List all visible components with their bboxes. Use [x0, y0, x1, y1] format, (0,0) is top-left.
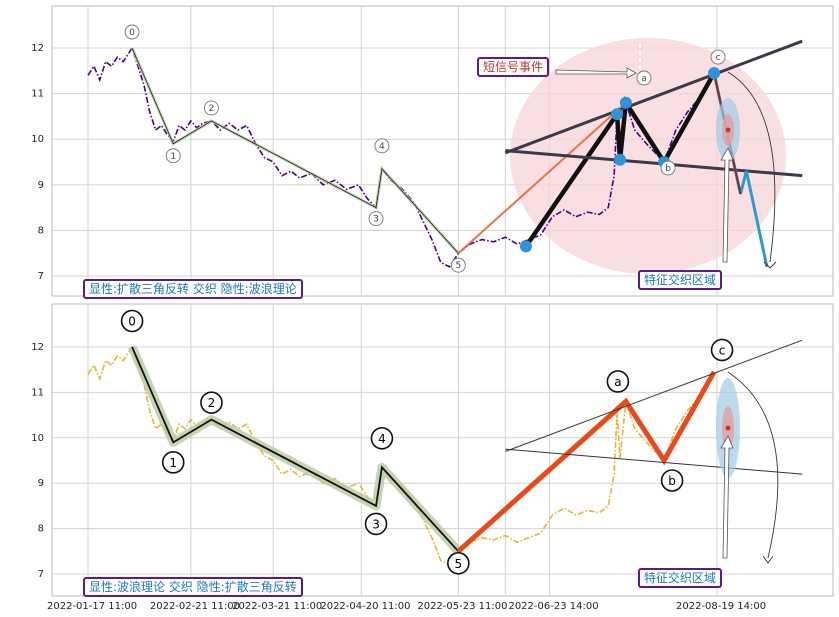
bottom-wave-label-circle	[161, 451, 185, 474]
bottom-wave-label: c	[719, 343, 726, 357]
bottom-wave-label-circle	[200, 391, 223, 414]
bottom-left-annotation-box: 显性:波浪理论 交织 隐性:扩散三角反转	[83, 577, 303, 597]
top-blue-marker	[611, 108, 624, 121]
top-signal-arrow	[555, 67, 637, 79]
bottom-wave-label: b	[668, 474, 676, 488]
top-up-arrow	[720, 147, 734, 263]
xtick-label: 2022-02-21 11:00	[150, 601, 240, 612]
bottom-wave-label-circle	[606, 370, 630, 393]
bottom-triangle-lower-line	[505, 448, 803, 475]
top-wave-label: 5	[455, 261, 461, 271]
bottom-price-series-line	[87, 345, 715, 566]
bottom-wave-label: 3	[372, 517, 380, 531]
top-wave-label-circle	[636, 70, 652, 86]
bottom-ytick-label: 9	[38, 478, 44, 489]
bottom-wave-label-circle	[447, 551, 470, 575]
top-wave-label: 3	[373, 215, 379, 225]
top-triangle-lower-line	[505, 149, 803, 178]
xtick-label: 2022-05-23 11:00	[417, 601, 507, 612]
top-wave-line	[131, 47, 459, 254]
top-wave-label: 0	[129, 28, 135, 38]
top-ytick-label: 12	[31, 43, 44, 54]
signal-event-box: 短信号事件	[477, 57, 550, 77]
xtick-label: 2022-03-21 11:00	[232, 601, 322, 612]
bottom-wave-label: 1	[169, 456, 177, 470]
xtick-label: 2022-08-19 14:00	[676, 601, 766, 612]
top-blue-marker	[614, 153, 627, 166]
bottom-target-dot	[725, 425, 731, 431]
bottom-curve-arrow	[727, 371, 779, 559]
bottom-orange-abc-path	[456, 370, 717, 554]
bottom-plot-frame	[51, 303, 834, 597]
bottom-wave-label: 5	[455, 557, 463, 571]
top-blue-marker	[708, 67, 721, 80]
top-wave-label-circle	[368, 211, 384, 227]
top-ytick-label: 10	[31, 134, 44, 145]
bottom-wave-label: 0	[128, 315, 136, 329]
top-curve-arrow	[727, 71, 776, 263]
xtick-label: 2022-06-23 14:00	[508, 601, 598, 612]
top-orange-connector	[457, 101, 627, 254]
bottom-wave-label-circle	[710, 338, 734, 362]
top-triangle-upper-line	[504, 39, 803, 155]
top-blue-marker	[519, 240, 532, 253]
top-curve-arrowhead	[763, 261, 777, 269]
top-wave-label: 2	[209, 104, 215, 114]
bottom-zone-annotation-box: 特征交织区域	[638, 568, 723, 588]
top-wave-label: a	[641, 74, 647, 84]
top-wave-label-circle	[203, 100, 219, 116]
top-wave-label: 4	[379, 142, 385, 152]
top-wave-label-circle	[165, 148, 181, 164]
top-left-annotation-box: 显性:扩散三角反转 交织 隐性:波浪理论	[83, 279, 303, 299]
bottom-ytick-label: 12	[31, 342, 44, 353]
top-target-dot	[725, 127, 731, 133]
top-wave-label: 1	[170, 152, 176, 162]
top-ytick-label: 8	[38, 225, 44, 236]
xtick-label: 2022-01-17 11:00	[47, 601, 137, 612]
xtick-label: 2022-04-20 11:00	[320, 601, 410, 612]
top-wave-label-circle	[660, 160, 676, 176]
bottom-wave-label-circle	[120, 309, 144, 333]
bottom-wave-label-circle	[370, 427, 394, 450]
top-ytick-label: 7	[38, 271, 44, 282]
top-ytick-label: 11	[31, 89, 44, 100]
top-ytick-label: 9	[38, 180, 44, 191]
bottom-wave-label-circle	[660, 469, 684, 492]
top-wave-label-circle	[374, 138, 390, 154]
bottom-triangle-upper-line	[505, 339, 803, 452]
bottom-curve-arrowhead	[762, 555, 774, 564]
bottom-wave-label: a	[614, 375, 621, 389]
bottom-wave-label-circle	[364, 512, 388, 536]
bottom-ytick-label: 8	[38, 524, 44, 535]
top-wave-label-circle	[450, 257, 466, 273]
top-blue-marker	[619, 96, 632, 109]
bottom-wave-label: 2	[208, 396, 216, 410]
bottom-ytick-label: 10	[31, 433, 44, 444]
top-wave-label-circle	[710, 49, 726, 65]
top-wave-label: b	[665, 164, 671, 174]
bottom-wave-label: 4	[378, 432, 386, 446]
top-thick-zigzag	[524, 71, 717, 248]
top-zone-annotation-box: 特征交织区域	[638, 270, 723, 290]
bottom-wave-line	[131, 346, 460, 552]
bottom-up-arrow	[720, 435, 734, 559]
bottom-ytick-label: 7	[38, 569, 44, 580]
bottom-ytick-label: 11	[31, 387, 44, 398]
top-wave-label-circle	[124, 24, 140, 40]
top-wave-label: c	[716, 53, 721, 63]
